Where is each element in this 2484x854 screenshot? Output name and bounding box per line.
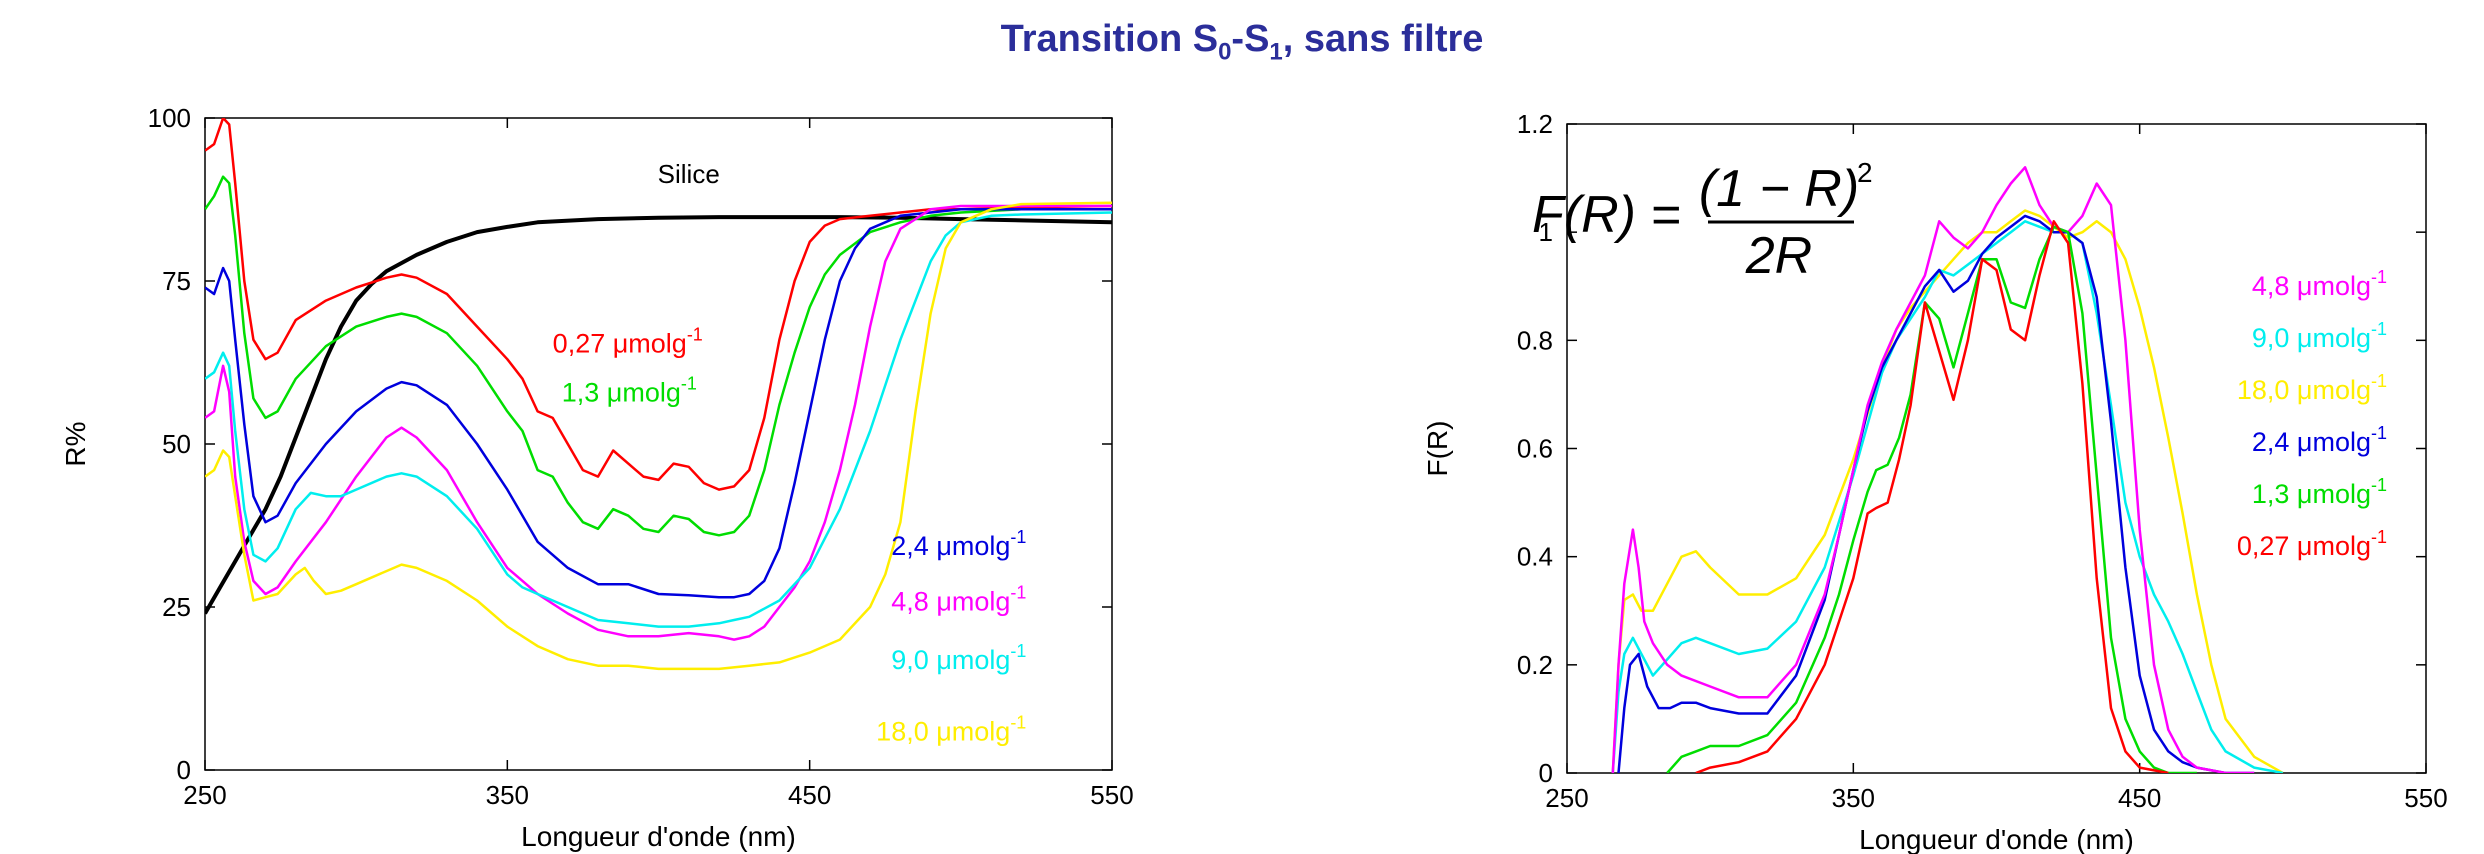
formula-lhs: F(R) = xyxy=(1532,186,1681,244)
series-line xyxy=(205,201,1112,671)
title-part: , sans filtre xyxy=(1282,18,1484,60)
legend-superscript: -1 xyxy=(2371,423,2387,443)
page-title: Transition S0-S1, sans filtre xyxy=(0,18,2484,67)
legend-entry: 18,0 μmolg-1 xyxy=(2237,371,2387,405)
legend-text: 2,4 μmolg xyxy=(2252,427,2371,457)
formula-denominator: 2R xyxy=(1745,227,1812,285)
legend-entry: 9,0 μmolg-1 xyxy=(2252,319,2387,353)
legend-entry: 1,3 μmolg-1 xyxy=(2252,475,2387,509)
legend-text: 4,8 μmolg xyxy=(891,586,1010,616)
series-line xyxy=(1695,220,2169,773)
legend-text: 0,27 μmolg xyxy=(2237,531,2371,561)
series-line xyxy=(1617,214,2255,773)
series-annotation: Silice xyxy=(658,159,720,189)
series-line xyxy=(1611,220,2284,773)
legend-text: 18,0 μmolg xyxy=(2237,375,2371,405)
series-line xyxy=(205,204,1112,641)
x-axis-label: Longueur d'onde (nm) xyxy=(1859,824,2134,854)
y-axis-label: F(R) xyxy=(1422,421,1453,477)
title-subscript: 1 xyxy=(1269,38,1283,66)
y-tick-label: 0.6 xyxy=(1517,434,1553,464)
x-tick-label: 450 xyxy=(788,780,831,810)
kubelka-munk-chart: 250 350 450 550 0 0.2 0.4 0.6 0.8 1 1.2 Longueur d'… xyxy=(1422,109,2448,854)
legend-superscript: -1 xyxy=(687,325,703,345)
y-tick-label: 0.2 xyxy=(1517,650,1553,680)
series-line xyxy=(1666,225,2197,773)
x-tick-label: 550 xyxy=(1090,780,1133,810)
legend-superscript: -1 xyxy=(681,374,697,394)
y-tick-label: 25 xyxy=(162,592,191,622)
legend-text: 18,0 μmolg xyxy=(876,717,1010,747)
y-tick-label: 75 xyxy=(162,266,191,296)
series-line xyxy=(205,211,1112,628)
series-line xyxy=(205,175,1112,537)
legend-entry: 4,8 μmolg-1 xyxy=(891,582,1026,616)
legend-text: 9,0 μmolg xyxy=(2252,323,2371,353)
title-part: -S xyxy=(1231,18,1270,60)
legend-entry: 2,4 μmolg-1 xyxy=(891,527,1026,561)
legend-text: 4,8 μmolg xyxy=(2252,271,2371,301)
series-line xyxy=(205,215,1112,615)
legend-entry: 0,27 μmolg-1 xyxy=(553,325,703,359)
formula-numerator: (1 − R) xyxy=(1699,160,1859,218)
reflectance-chart: 250 350 450 550 0 25 50 75 100 Longueur d'onde (n… xyxy=(60,103,1134,852)
y-tick-label: 0.4 xyxy=(1517,542,1553,572)
series-line xyxy=(1611,209,2284,773)
legend-entry: 0,27 μmolg-1 xyxy=(2237,527,2387,561)
x-tick-label: 350 xyxy=(1832,783,1875,813)
y-tick-label: 1.2 xyxy=(1517,109,1553,139)
legend-superscript: -1 xyxy=(1010,582,1026,602)
series-line xyxy=(205,208,1112,599)
legend-superscript: -1 xyxy=(1010,713,1026,733)
y-tick-label: 0.8 xyxy=(1517,325,1553,355)
y-tick-label: 0 xyxy=(177,755,191,785)
legend-entry: 9,0 μmolg-1 xyxy=(891,641,1026,675)
legend-superscript: -1 xyxy=(2371,371,2387,391)
legend-superscript: -1 xyxy=(2371,319,2387,339)
legend-entry: 18,0 μmolg-1 xyxy=(876,713,1026,747)
series-line xyxy=(205,118,1112,491)
y-tick-label: 1 xyxy=(1539,217,1553,247)
legend-superscript: -1 xyxy=(2371,267,2387,287)
legend-entry: 2,4 μmolg-1 xyxy=(2252,423,2387,457)
x-tick-label: 450 xyxy=(2118,783,2161,813)
formula-exponent: 2 xyxy=(1857,157,1873,188)
x-tick-label: 350 xyxy=(486,780,529,810)
x-tick-label: 250 xyxy=(183,780,226,810)
y-axis-label: R% xyxy=(60,421,91,466)
y-tick-label: 100 xyxy=(148,103,191,133)
legend-superscript: -1 xyxy=(2371,527,2387,547)
legend-superscript: -1 xyxy=(1010,641,1026,661)
legend-text: 2,4 μmolg xyxy=(891,531,1010,561)
x-tick-label: 250 xyxy=(1545,783,1588,813)
y-tick-label: 50 xyxy=(162,429,191,459)
legend-entry: 1,3 μmolg-1 xyxy=(562,374,697,408)
legend-superscript: -1 xyxy=(1010,527,1026,547)
legend-text: 0,27 μmolg xyxy=(553,329,687,359)
legend-superscript: -1 xyxy=(2371,475,2387,495)
series-line xyxy=(1611,166,2255,773)
legend-text: 1,3 μmolg xyxy=(562,378,681,408)
legend-text: 1,3 μmolg xyxy=(2252,479,2371,509)
x-axis-label: Longueur d'onde (nm) xyxy=(521,821,796,852)
y-tick-label: 0 xyxy=(1539,758,1553,788)
title-subscript: 0 xyxy=(1218,38,1232,66)
formula: F(R) = (1 − R)2 2R xyxy=(1532,157,1873,285)
title-part: Transition S xyxy=(1000,18,1219,60)
x-tick-label: 550 xyxy=(2404,783,2447,813)
legend-entry: 4,8 μmolg-1 xyxy=(2252,267,2387,301)
legend-text: 9,0 μmolg xyxy=(891,645,1010,675)
